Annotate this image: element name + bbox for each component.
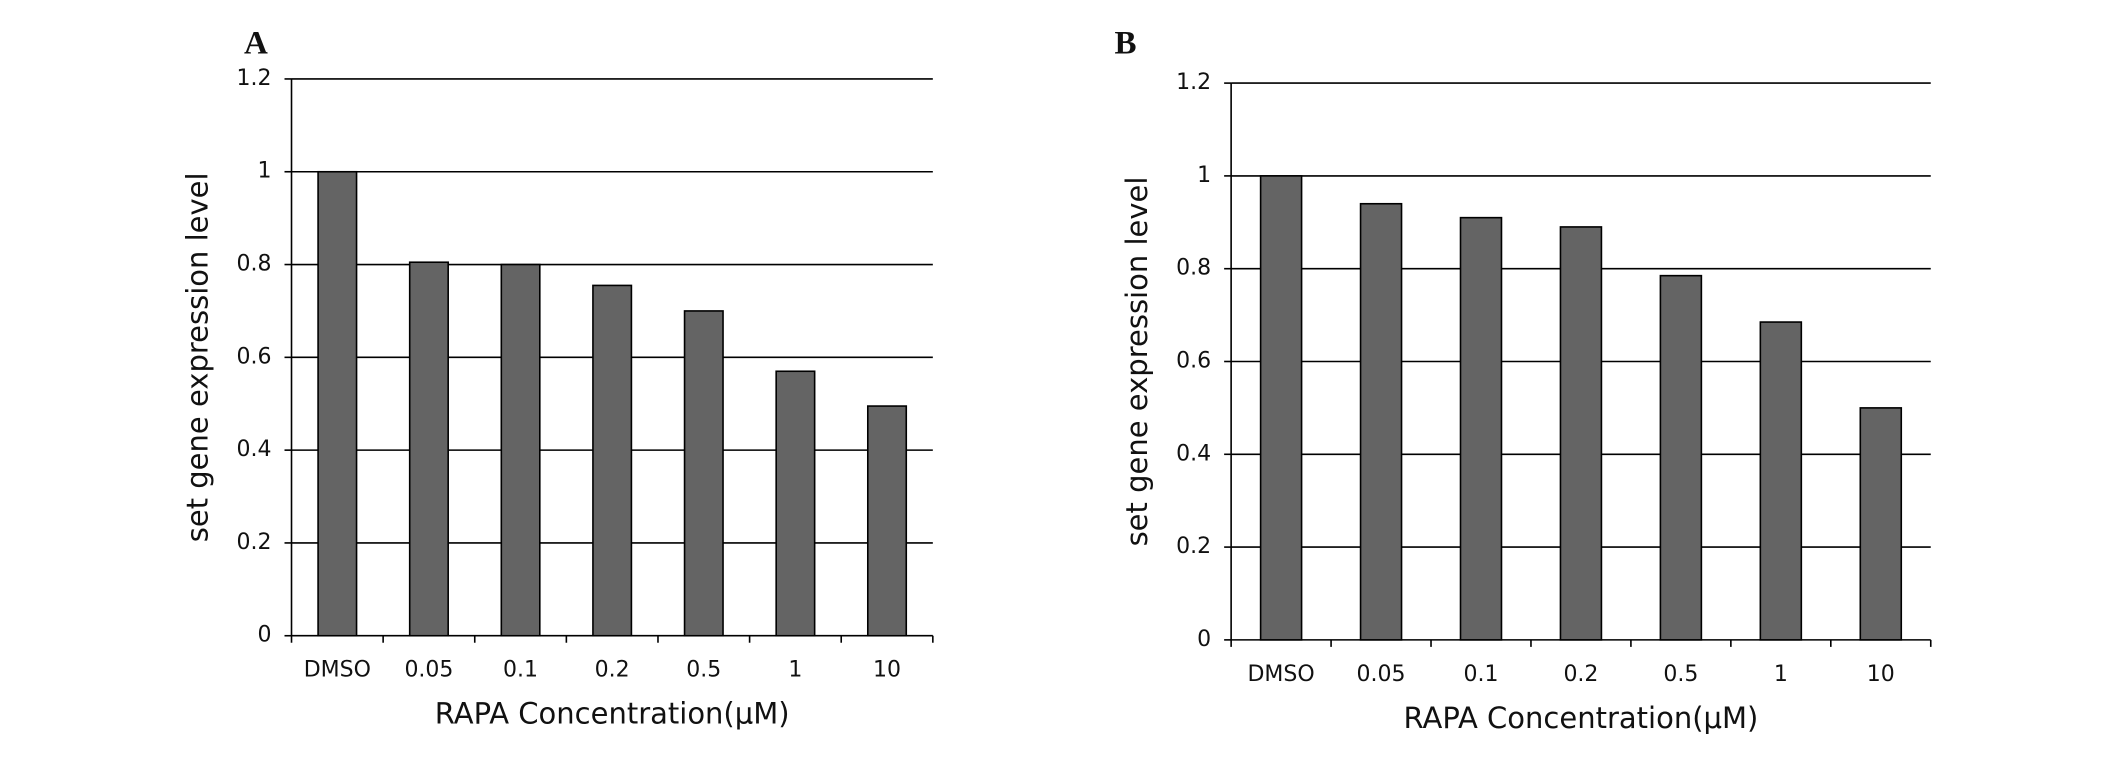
y-tick-label: 0.2 — [237, 530, 272, 555]
bar — [1259, 175, 1303, 641]
x-tick-label: 0.1 — [1463, 662, 1498, 687]
x-tick-label: 0.05 — [404, 658, 453, 683]
x-axis-label: RAPA Concentration(μM) — [1404, 701, 1759, 735]
y-axis-label: set gene expression level — [1120, 177, 1154, 547]
y-tick-label: 0.6 — [237, 344, 272, 369]
x-tick-label: 0.2 — [595, 658, 630, 683]
bar — [775, 370, 816, 637]
y-tick-label: 0 — [258, 623, 272, 648]
y-tick-label: 0.8 — [237, 252, 272, 277]
bar — [1459, 216, 1503, 641]
y-tick-label: 0.4 — [1176, 441, 1211, 466]
bar — [866, 405, 908, 637]
bar — [1359, 202, 1403, 641]
x-tick-label: 0.5 — [1663, 662, 1698, 687]
y-tick-label: 1.2 — [237, 66, 272, 91]
y-tick-label: 0.6 — [1176, 348, 1211, 373]
panel-label: B — [1115, 25, 1137, 61]
y-tick-label: 0 — [1197, 627, 1211, 652]
panel-label: A — [244, 25, 268, 61]
bar — [408, 261, 449, 637]
x-tick-label: 1 — [1774, 662, 1788, 687]
bar — [317, 170, 358, 637]
x-tick-label: 0.05 — [1357, 662, 1406, 687]
x-tick-label: DMSO — [1247, 662, 1314, 687]
bar — [1859, 407, 1903, 641]
x-tick-label: 0.1 — [503, 658, 538, 683]
bar — [1759, 321, 1803, 641]
y-tick-label: 1 — [1197, 163, 1211, 188]
x-axis-label: RAPA Concentration(μM) — [435, 697, 790, 731]
y-tick-label: 0.2 — [1176, 534, 1211, 559]
x-tick-label: 0.5 — [686, 658, 721, 683]
x-tick-label: 0.2 — [1563, 662, 1598, 687]
bar — [592, 284, 633, 637]
bar — [683, 310, 724, 637]
y-tick-label: 1.2 — [1176, 70, 1211, 95]
x-tick-label: DMSO — [304, 658, 371, 683]
y-tick-label: 1 — [258, 159, 272, 184]
y-tick-label: 0.8 — [1176, 256, 1211, 281]
bar — [1659, 274, 1703, 641]
x-tick-label: 1 — [788, 658, 802, 683]
x-tick-label: 10 — [873, 658, 901, 683]
y-tick-label: 0.4 — [237, 437, 272, 462]
y-axis-label: set gene expression level — [180, 172, 214, 542]
x-tick-label: 10 — [1867, 662, 1895, 687]
bar — [500, 263, 541, 637]
bar — [1559, 226, 1603, 641]
